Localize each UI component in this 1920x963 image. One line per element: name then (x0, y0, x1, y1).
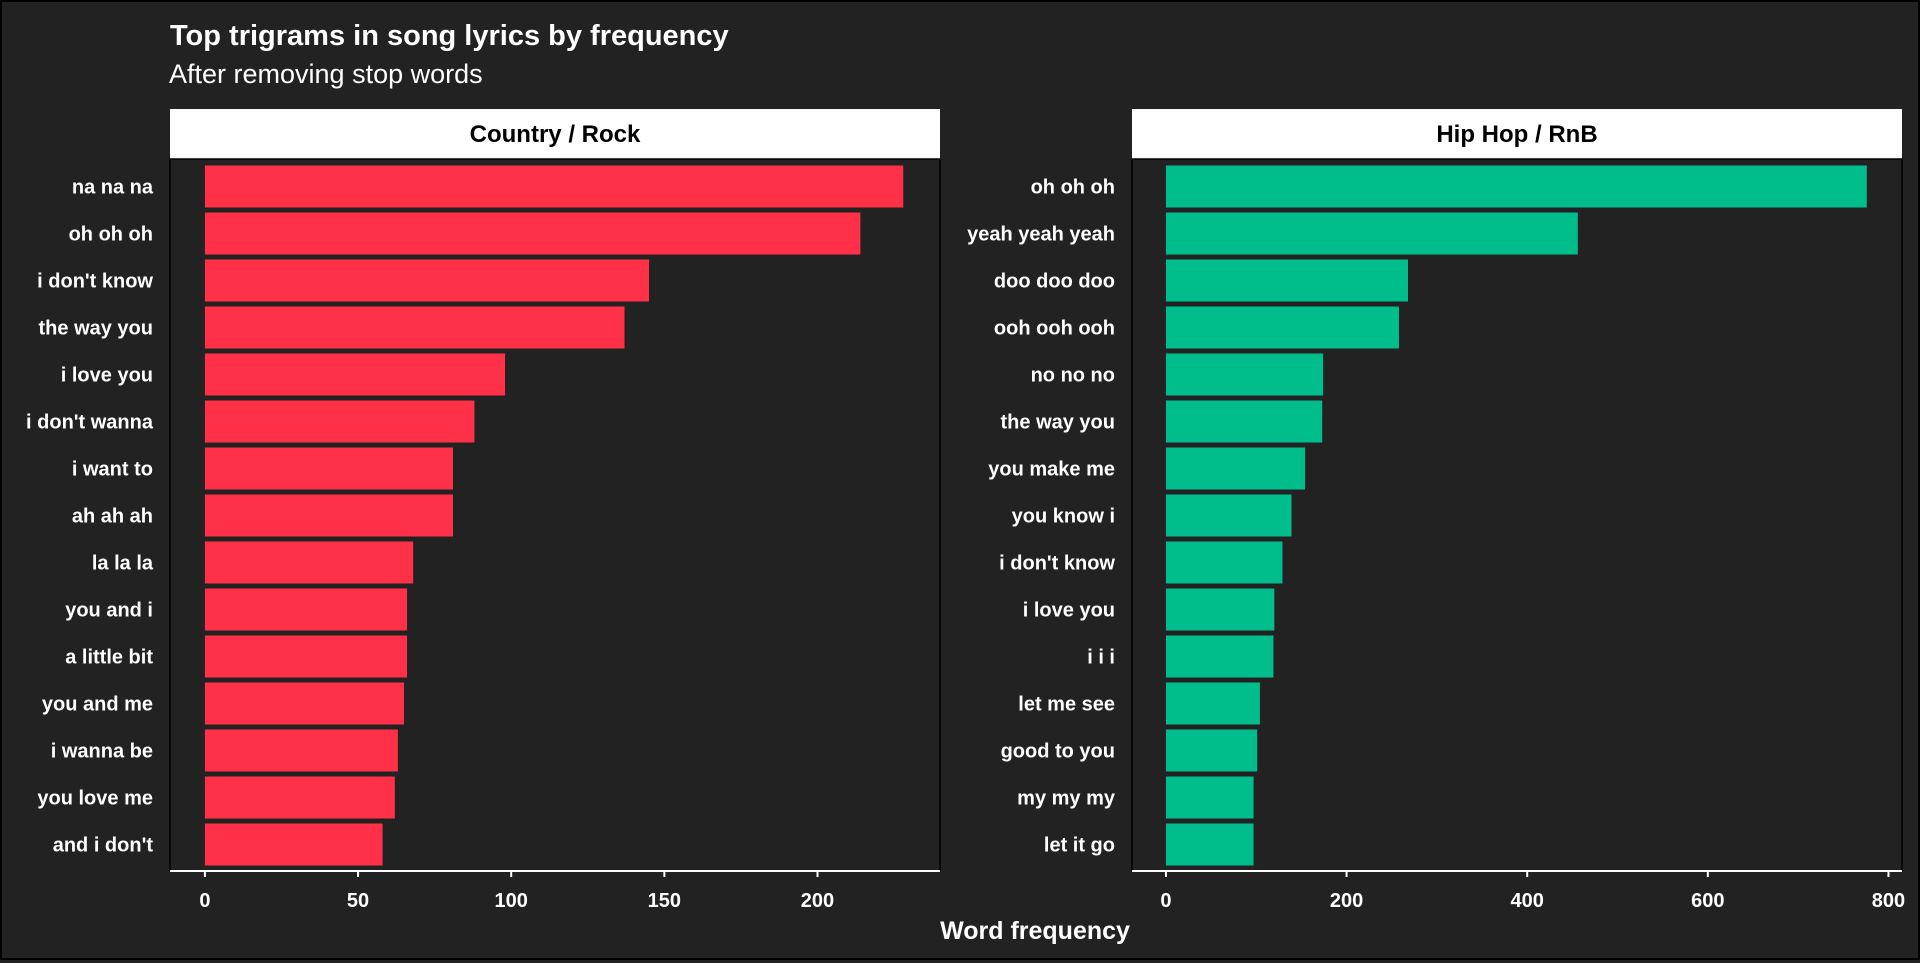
bar (1165, 400, 1323, 443)
x-tick-label: 800 (1872, 890, 1905, 912)
bar (204, 541, 414, 584)
bar (1165, 541, 1283, 584)
category-label: i don't wanna (26, 412, 154, 434)
panel-strip-label: Country / Rock (470, 121, 641, 148)
category-label: you make me (988, 459, 1115, 481)
panel-1: Country / Rock na na na oh oh oh i don't kn… (26, 109, 941, 912)
bar (204, 729, 398, 772)
panels: Country / Rock na na na oh oh oh i don't kn… (26, 109, 1905, 912)
panel-strip (170, 109, 940, 159)
category-label: oh oh oh (69, 224, 153, 246)
bar (1165, 165, 1867, 208)
category-label: let it go (1044, 835, 1115, 857)
category-label: good to you (1001, 741, 1115, 763)
x-tick-label: 0 (199, 890, 210, 912)
category-label: i love you (1023, 600, 1115, 622)
category-label: and i don't (53, 835, 154, 857)
category-label: ooh ooh ooh (994, 318, 1115, 340)
category-label: i love you (61, 365, 153, 387)
bar (204, 400, 475, 443)
bar (204, 776, 395, 819)
bar (204, 165, 904, 208)
panel-2: Hip Hop / RnB oh oh oh yeah yeah yeah doo d… (967, 109, 1905, 912)
category-label: the way you (1001, 412, 1115, 434)
category-label: you love me (37, 788, 153, 810)
category-label: doo doo doo (994, 271, 1115, 293)
bar (1165, 823, 1254, 866)
x-tick-label: 150 (648, 890, 681, 912)
category-label: i i i (1087, 647, 1115, 669)
x-axis-title: Word frequency (940, 917, 1130, 945)
category-label: na na na (72, 177, 154, 199)
x-tick-label: 200 (801, 890, 834, 912)
x-tick-label: 0 (1160, 890, 1171, 912)
category-label: i don't know (37, 271, 153, 293)
bar (1165, 682, 1260, 725)
bar (1165, 494, 1292, 537)
category-label: i don't know (999, 553, 1115, 575)
bar (1165, 588, 1275, 631)
bar (1165, 776, 1254, 819)
category-label: my my my (1017, 788, 1116, 810)
bar (1165, 447, 1306, 490)
bar (204, 212, 861, 255)
chart-title: Top trigrams in song lyrics by frequency (170, 20, 729, 52)
bar (1165, 212, 1578, 255)
bar (204, 588, 408, 631)
category-label: you and i (65, 600, 153, 622)
x-tick-label: 200 (1330, 890, 1363, 912)
bar (204, 494, 454, 537)
category-label: i want to (72, 459, 153, 481)
x-tick-label: 100 (495, 890, 528, 912)
bar (1165, 306, 1399, 349)
category-label: la la la (92, 553, 154, 575)
category-label: ah ah ah (72, 506, 153, 528)
bar (1165, 259, 1408, 302)
bar (204, 635, 408, 678)
bar (204, 447, 454, 490)
category-label: you and me (42, 694, 153, 716)
bar (204, 823, 383, 866)
chart-subtitle: After removing stop words (169, 59, 483, 89)
bar (204, 306, 625, 349)
x-tick-label: 600 (1691, 890, 1724, 912)
x-tick-label: 400 (1511, 890, 1544, 912)
category-label: oh oh oh (1031, 177, 1115, 199)
bar (204, 353, 506, 396)
bar (204, 259, 650, 302)
category-label: the way you (39, 318, 153, 340)
category-label: you know i (1012, 506, 1115, 528)
category-label: yeah yeah yeah (967, 224, 1115, 246)
bar (204, 682, 405, 725)
panel-strip (1132, 109, 1902, 159)
bar (1165, 353, 1324, 396)
category-label: i wanna be (51, 741, 153, 763)
category-label: a little bit (65, 647, 153, 669)
bar (1165, 729, 1258, 772)
category-label: no no no (1031, 365, 1115, 387)
category-label: let me see (1018, 694, 1115, 716)
panel-strip-label: Hip Hop / RnB (1436, 121, 1597, 148)
x-tick-label: 50 (347, 890, 369, 912)
bar (1165, 635, 1274, 678)
